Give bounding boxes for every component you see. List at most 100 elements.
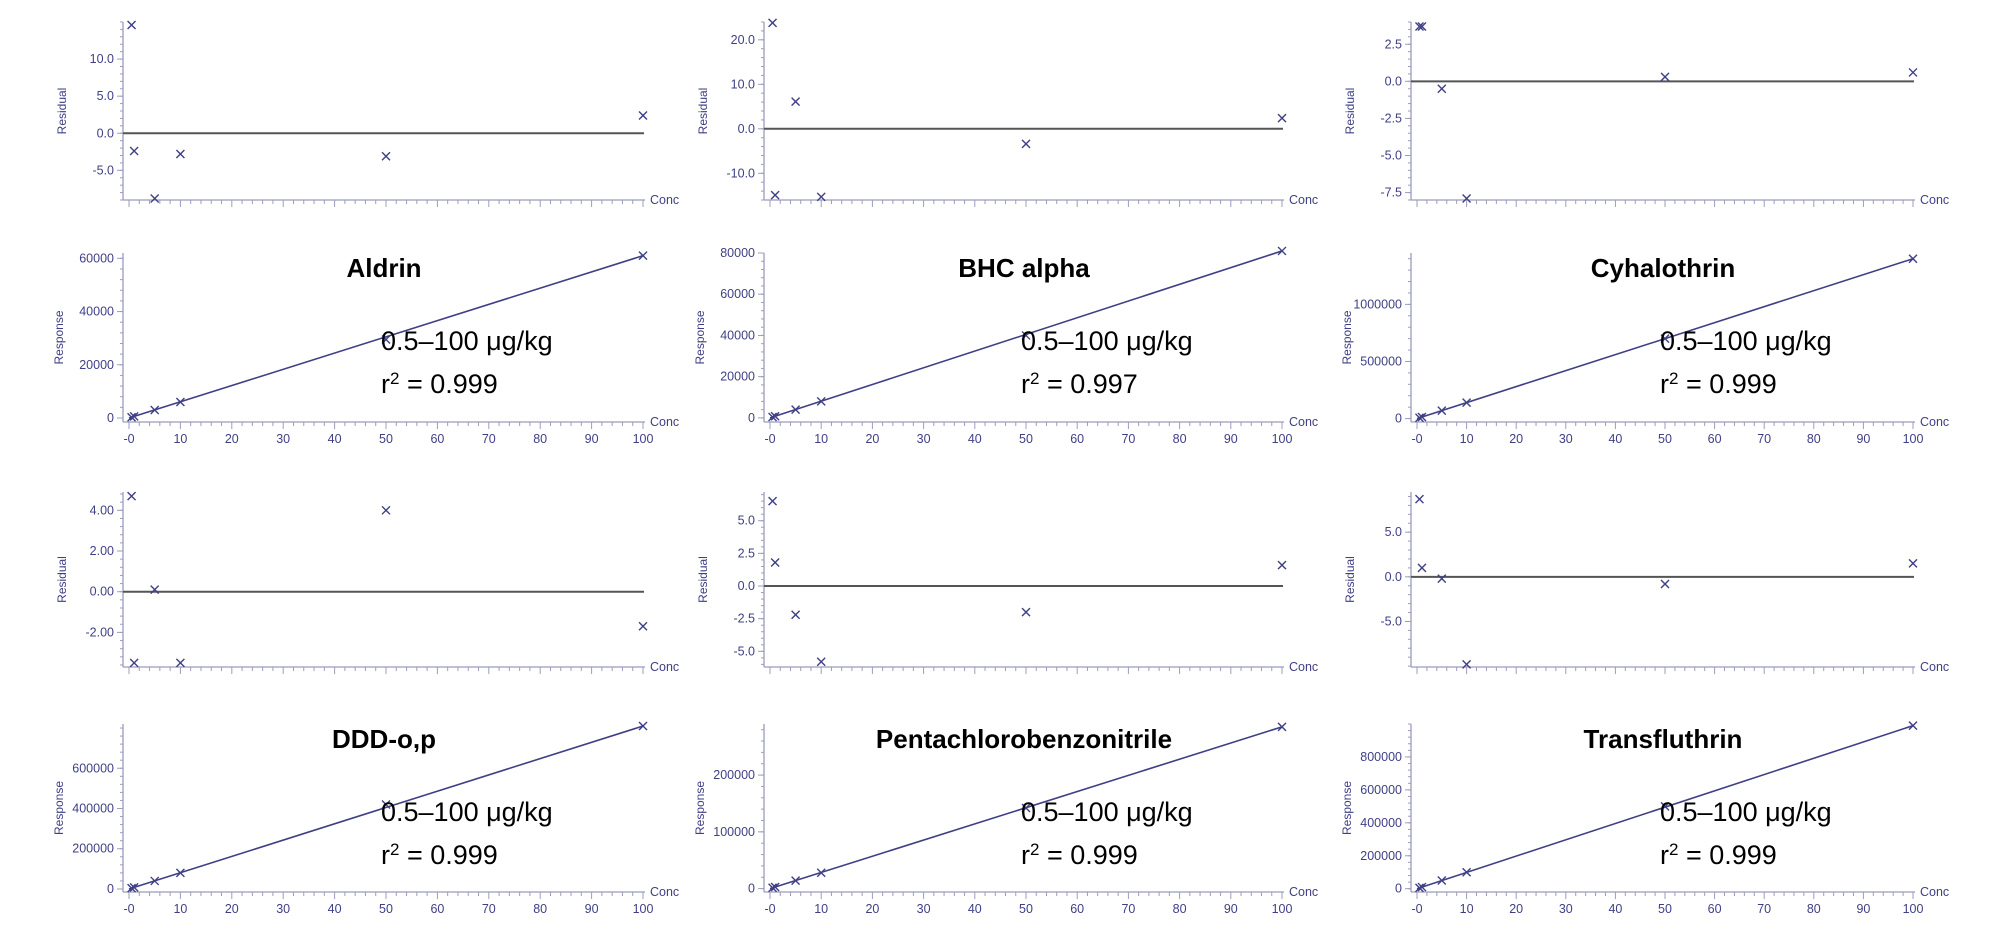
y-tick-label: 0.0	[738, 122, 755, 136]
data-point	[1462, 194, 1472, 204]
x-tick-label: 100	[633, 432, 654, 446]
data-point	[381, 151, 391, 161]
data-point	[1277, 246, 1287, 256]
data-point	[768, 412, 778, 422]
data-point-stroke	[770, 558, 780, 568]
data-point-stroke	[1462, 867, 1472, 877]
x-tick-label: 80	[1807, 902, 1821, 916]
x-tick-label: 90	[1856, 902, 1870, 916]
x-axis-label: Conc	[1920, 885, 1949, 899]
y-tick-label: 2.5	[738, 546, 755, 560]
x-tick-label: 60	[1070, 902, 1084, 916]
concentration-range: 0.5–100 μg/kg	[381, 797, 553, 827]
x-tick-label: 90	[585, 902, 599, 916]
y-tick-label: 10.0	[90, 52, 114, 66]
chart-title: DDD-o,p	[332, 724, 436, 754]
y-tick-label: -2.5	[733, 612, 755, 626]
y-tick-label: 20000	[720, 370, 755, 384]
x-tick-label: 60	[430, 902, 444, 916]
data-point	[150, 405, 160, 415]
data-point-stroke	[150, 405, 160, 415]
y-tick-label: 600000	[72, 761, 114, 775]
x-tick-label: 70	[482, 902, 496, 916]
x-tick-label: 50	[1019, 432, 1033, 446]
data-point	[791, 876, 801, 886]
data-point-stroke	[1414, 413, 1424, 423]
y-tick-label: 800000	[1360, 750, 1402, 764]
y-tick-label: 0	[107, 882, 114, 896]
x-tick-label: 90	[1224, 902, 1238, 916]
data-point-stroke	[381, 799, 391, 809]
data-point	[129, 411, 139, 421]
concentration-range: 0.5–100 μg/kg	[381, 326, 553, 356]
data-point	[150, 876, 160, 886]
x-axis-label: Conc	[1289, 885, 1318, 899]
r-squared-label: r2 = 0.999	[1660, 840, 1777, 871]
data-point	[816, 396, 826, 406]
y-tick-label: 500000	[1360, 354, 1402, 368]
x-tick-label: -0	[764, 432, 775, 446]
data-point-stroke	[1908, 254, 1918, 264]
x-tick-label: 60	[430, 432, 444, 446]
x-tick-label: 50	[379, 432, 393, 446]
data-point-stroke	[1417, 412, 1427, 422]
data-point	[1660, 579, 1670, 589]
data-point	[175, 868, 185, 878]
y-tick-label: -2.5	[1380, 111, 1402, 125]
y-tick-label: 0	[1395, 882, 1402, 896]
x-axis-label: Conc	[1920, 193, 1949, 207]
y-axis-label: Residual	[1343, 88, 1357, 135]
y-tick-label: 0	[107, 411, 114, 425]
chart-title: Transfluthrin	[1584, 724, 1743, 754]
data-point-stroke	[1437, 406, 1447, 416]
data-point-stroke	[816, 657, 826, 667]
data-point-stroke	[1021, 330, 1031, 340]
y-tick-label: -2.00	[86, 625, 115, 639]
y-tick-label: 5.0	[738, 514, 755, 528]
data-point	[129, 146, 139, 156]
data-point-stroke	[381, 505, 391, 515]
data-point	[381, 505, 391, 515]
r-squared-label: r2 = 0.997	[1021, 369, 1138, 400]
data-point	[1437, 875, 1447, 885]
data-point-stroke	[1908, 721, 1918, 731]
data-point	[1414, 494, 1424, 504]
y-tick-label: 2.5	[1385, 37, 1402, 51]
calibration-panel: 600000 400000 200000 0 -0 10 20 30 40 50 60 70 80 90 1…	[52, 721, 679, 916]
data-point-stroke	[816, 192, 826, 202]
data-point	[1021, 139, 1031, 149]
y-tick-label: 5.0	[1385, 525, 1402, 539]
x-axis-label: Conc	[1289, 660, 1318, 674]
chart-title: BHC alpha	[958, 253, 1090, 283]
data-point-stroke	[1021, 803, 1031, 813]
data-point-stroke	[175, 149, 185, 159]
r-squared-label: r2 = 0.999	[381, 840, 498, 871]
data-point	[1462, 659, 1472, 669]
x-tick-label: 80	[533, 432, 547, 446]
data-point	[816, 192, 826, 202]
data-point	[127, 20, 137, 30]
y-axis-label: Response	[1340, 310, 1354, 364]
y-axis-label: Response	[52, 781, 66, 835]
data-point-stroke	[129, 411, 139, 421]
x-tick-label: 20	[1509, 432, 1523, 446]
x-tick-label: 20	[865, 432, 879, 446]
y-tick-label: 40000	[720, 328, 755, 342]
y-tick-label: 0.0	[738, 579, 755, 593]
x-tick-label: 70	[482, 432, 496, 446]
y-tick-label: 200000	[1360, 849, 1402, 863]
data-point-stroke	[129, 146, 139, 156]
data-point-stroke	[768, 412, 778, 422]
x-tick-label: 60	[1708, 432, 1722, 446]
data-point-stroke	[1462, 659, 1472, 669]
data-point-stroke	[1908, 558, 1918, 568]
data-point	[1462, 867, 1472, 877]
residual-panel: 4.00 2.00 0.00 -2.00 Residual Conc	[55, 491, 679, 674]
data-point	[1437, 574, 1447, 584]
x-tick-label: -0	[764, 902, 775, 916]
calibration-panel: 800000 600000 400000 200000 0 -0 10 20 30 40 50 60 7…	[1340, 721, 1949, 916]
data-point	[1660, 72, 1670, 82]
y-tick-label: 100000	[713, 825, 755, 839]
x-tick-label: 10	[814, 902, 828, 916]
